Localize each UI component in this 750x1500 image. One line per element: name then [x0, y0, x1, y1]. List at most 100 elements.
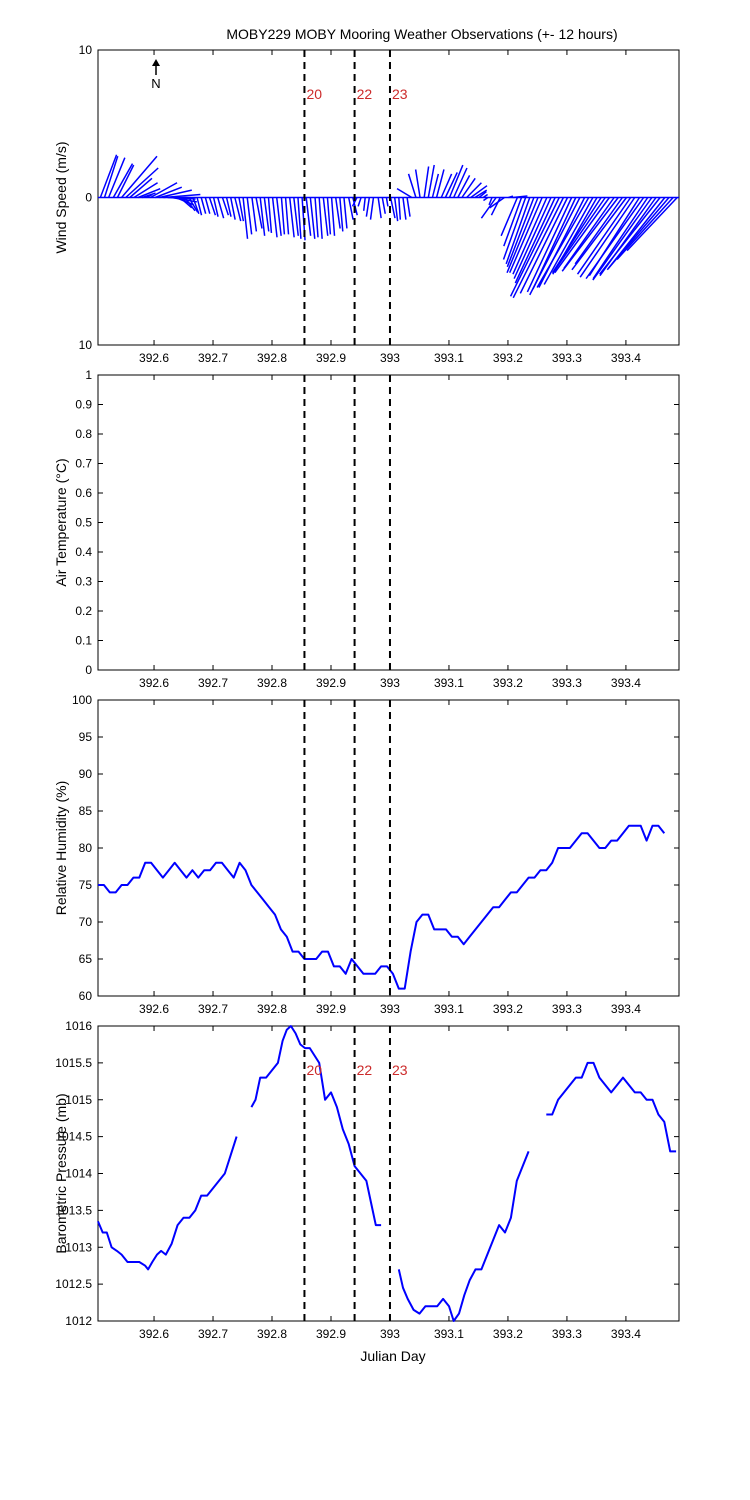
y-tick-label: 95	[79, 730, 93, 744]
wind-vector-stick	[293, 197, 299, 236]
wind-vector-stick	[142, 192, 156, 199]
event-markers	[303, 375, 391, 670]
wind-vector-stick	[334, 197, 341, 229]
wind-vector-stick	[482, 193, 489, 199]
x-tick-label: 393.2	[493, 351, 523, 365]
wind-vector-stick	[502, 197, 527, 260]
north-arrow-icon	[152, 59, 160, 66]
event-marker-label: 22	[357, 1062, 373, 1078]
y-tick-label: 60	[79, 989, 93, 1003]
y-axis-ticks: 10 0 10	[79, 43, 679, 352]
event-marker-label: 23	[392, 1062, 408, 1078]
wind-vector-stick	[365, 197, 371, 217]
wind-vector-stick	[381, 197, 386, 214]
wind-vector-stick	[116, 164, 135, 198]
wind-vector-stick	[592, 197, 653, 281]
wind-vector-stick	[500, 197, 519, 237]
y-tick-label: 80	[79, 841, 93, 855]
x-tick-label: 392.8	[257, 1327, 287, 1341]
y-tick-label: 0.8	[75, 427, 92, 441]
wind-vector-stick	[351, 197, 358, 207]
wind-vector-stick	[574, 197, 623, 265]
wind-vector-stick	[259, 197, 266, 236]
wind-vector-stick	[288, 197, 295, 238]
x-tick-label: 392.7	[198, 676, 228, 690]
event-marker-label: 22	[357, 86, 373, 102]
wind-vector-stick	[284, 197, 290, 235]
y-tick-label: 75	[79, 878, 93, 892]
x-axis-ticks: 392.6 392.7 392.8 392.9 393 393.1 393.2 393.3 39…	[139, 1026, 641, 1341]
wind-vector-stick	[275, 197, 282, 236]
x-tick-label: 393.4	[611, 351, 641, 365]
y-tick-label: 70	[79, 915, 93, 929]
x-tick-label: 393.2	[493, 1002, 523, 1016]
wind-vector-stick	[208, 197, 217, 216]
x-tick-label: 393.4	[611, 676, 641, 690]
x-tick-label: 393	[380, 676, 400, 690]
y-tick-label: 0.6	[75, 486, 92, 500]
wind-vector-stick	[133, 182, 158, 199]
wind-vector-stick	[508, 195, 514, 199]
y-tick-label: 0.9	[75, 398, 92, 412]
wind-vector-stick	[339, 197, 344, 232]
wind-vector-stick	[554, 197, 611, 274]
wind-vector-stick	[423, 166, 430, 198]
wind-vector-stick	[512, 197, 548, 275]
data-series	[97, 1025, 382, 1271]
wind-vector-stick	[314, 197, 319, 238]
wind-vector-stick	[512, 197, 565, 299]
wind-vector-stick	[536, 197, 590, 288]
x-axis-ticks: 392.6 392.7 392.8 392.9 393 393.1 393.2 393.3 39…	[139, 50, 641, 365]
wind-vector-stick	[305, 197, 312, 236]
wind-vector-stick	[221, 197, 230, 216]
wind-vector-stick	[435, 169, 445, 198]
wind-vector-stick	[440, 173, 453, 198]
wind-vector-stick	[129, 177, 153, 199]
wind-vector-stick	[229, 197, 236, 220]
wind-vector-stick	[543, 197, 594, 285]
wind-vector-stick	[461, 177, 476, 198]
x-tick-label: 392.6	[139, 676, 169, 690]
series-line	[98, 824, 666, 990]
y-tick-label: 0	[85, 663, 92, 677]
x-tick-label: 393	[380, 1002, 400, 1016]
y-tick-label: 1013.5	[55, 1203, 92, 1217]
wind-vector-stick	[125, 167, 159, 199]
x-tick-label: 393.1	[434, 1327, 464, 1341]
wind-vector-stick	[407, 173, 417, 198]
wind-vector-stick	[212, 197, 219, 217]
wind-vector-stick	[184, 197, 196, 212]
north-label: N	[151, 76, 160, 91]
y-tick-label: 100	[72, 693, 92, 707]
wind-vector-stick	[188, 197, 199, 213]
wind-vector-stick	[554, 197, 606, 271]
wind-vector-stick	[369, 197, 375, 220]
wind-vector-stick	[263, 197, 270, 232]
wind-vector-stick	[107, 157, 126, 198]
wind-vector-stick	[146, 193, 153, 199]
wind-vector-stick	[512, 195, 528, 199]
x-tick-label: 393	[380, 351, 400, 365]
wind-vector-stick	[255, 197, 263, 229]
wind-vector-stick	[242, 197, 249, 239]
x-tick-label: 392.8	[257, 351, 287, 365]
event-markers: 20 22 23	[303, 50, 408, 345]
y-tick-label: 0	[85, 191, 92, 205]
y-tick-label: 65	[79, 952, 93, 966]
wind-vector-stick	[389, 197, 396, 219]
wind-vector-stick	[357, 197, 362, 207]
y-axis-label: Relative Humidity (%)	[53, 781, 69, 916]
x-tick-label: 393.3	[552, 1327, 582, 1341]
wind-vector-stick	[474, 189, 488, 199]
wind-vector-stick	[480, 197, 497, 219]
wind-vector-stick	[514, 197, 556, 284]
x-tick-label: 392.9	[316, 676, 346, 690]
y-axis-label: Air Temperature (°C)	[53, 458, 69, 586]
wind-vector-stick	[217, 197, 225, 219]
x-tick-label: 393.1	[434, 676, 464, 690]
x-axis-ticks: 392.6 392.7 392.8 392.9 393 393.1 393.2 393.3 39…	[139, 375, 641, 690]
wind-vector-stick	[326, 197, 332, 235]
wind-vector-stick	[561, 197, 619, 272]
y-tick-label: 0.2	[75, 604, 92, 618]
x-tick-label: 393.1	[434, 351, 464, 365]
